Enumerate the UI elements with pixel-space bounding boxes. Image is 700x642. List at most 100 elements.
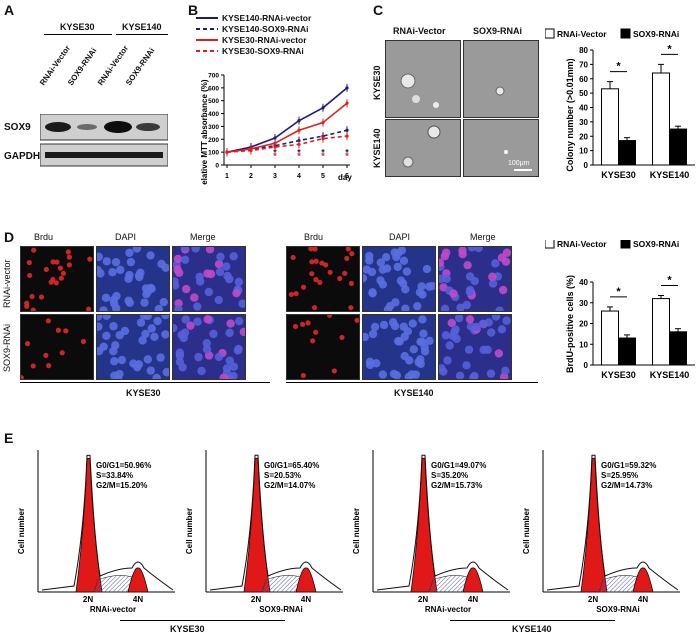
cell-nucleus xyxy=(436,274,446,284)
brdu-ylabel: BrdU-positive cells (%) xyxy=(565,275,575,373)
panel-d-col-brdu-2: Brdu xyxy=(304,232,324,242)
cell-nucleus xyxy=(502,248,512,257)
mtt-sig-star: * xyxy=(321,151,325,161)
cell-nucleus xyxy=(225,356,234,365)
mtt-sig-star: * xyxy=(345,151,349,161)
cell-nucleus xyxy=(202,345,212,354)
histogram-stat: G2/M=15.73% xyxy=(431,481,482,490)
mtt-data-point xyxy=(273,136,277,140)
cell-nucleus xyxy=(111,341,120,350)
cell-nucleus xyxy=(94,346,104,356)
mtt-sig-star: * xyxy=(345,148,349,158)
cell-nucleus xyxy=(143,287,153,296)
mtt-x-tick-label: 6 xyxy=(345,173,349,180)
cell-nucleus xyxy=(348,305,354,311)
cell-nucleus xyxy=(300,372,306,379)
cell-nucleus xyxy=(170,281,180,290)
histogram-ylabel: Cell number xyxy=(522,508,531,554)
panel-d-col-brdu-1: Brdu xyxy=(34,232,54,242)
histogram-condition-label: RNAi-vector xyxy=(425,605,471,614)
cell-nucleus xyxy=(454,313,464,323)
histogram-stat: G2/M=14.73% xyxy=(601,481,652,490)
cell-nucleus xyxy=(30,363,36,369)
mtt-x-tick-label: 1 xyxy=(225,173,229,180)
cell-nucleus xyxy=(455,371,465,381)
cell-nucleus xyxy=(55,327,62,333)
panel-letter-a: A xyxy=(4,2,15,18)
mtt-series-line xyxy=(226,129,348,153)
mtt-series-line xyxy=(226,87,348,153)
cell-nucleus xyxy=(337,275,343,282)
cell-nucleus xyxy=(214,259,224,269)
brdu-bar-chart: RNAi-Vector SOX9-RNAi 0 10 20 30 40 KYSE30 KYSE… xyxy=(545,240,695,380)
cell-nucleus xyxy=(502,316,511,325)
cell-nucleus xyxy=(447,318,456,328)
bar-y-tick-label: 0 xyxy=(584,161,589,170)
cell-nucleus xyxy=(233,346,243,355)
mtt-sig-star: * xyxy=(297,148,301,158)
colony-image-kyse30-sox9 xyxy=(463,40,539,118)
panel-d-group-kyse140: KYSE140 xyxy=(394,388,434,398)
cell-nucleus xyxy=(153,316,162,326)
cell-nucleus xyxy=(402,267,412,276)
cell-nucleus xyxy=(394,248,403,258)
panel-d-col-merge-1: Merge xyxy=(190,232,216,242)
mtt-ylabel: Relative MTT absorbance (%) xyxy=(200,79,209,185)
cell-nucleus xyxy=(202,339,211,348)
brdu-micrograph xyxy=(93,244,170,315)
histogram-stat: G0/G1=49.07% xyxy=(431,461,486,470)
cell-nucleus xyxy=(413,301,422,311)
bar-0-0 xyxy=(601,310,619,366)
cell-nucleus xyxy=(173,254,183,264)
panel-e-group-line-2 xyxy=(450,620,615,621)
bar-y-tick-label: 0 xyxy=(584,361,589,370)
histogram-condition-label: SOX9-RNAi xyxy=(259,605,303,614)
mtt-x-tick-label: 4 xyxy=(297,173,301,180)
bar-category-label: KYSE30 xyxy=(601,370,636,380)
cell-nucleus xyxy=(125,248,134,257)
cell-nucleus xyxy=(393,337,403,346)
cell-nucleus xyxy=(132,244,142,253)
cell-nucleus xyxy=(116,265,125,275)
cell-nucleus xyxy=(229,252,238,261)
mtt-sig-star: * xyxy=(297,151,301,161)
cell-nucleus xyxy=(358,273,368,283)
bar-sig-star: * xyxy=(667,274,672,286)
cell-nucleus xyxy=(305,320,311,326)
cell-nucleus xyxy=(326,312,333,318)
histogram-envelope xyxy=(209,454,342,591)
colony-image-kyse30-rnai xyxy=(385,40,461,118)
panel-d-scalebar xyxy=(515,371,533,373)
bar-y-tick-label: 40 xyxy=(579,104,588,113)
cell-nucleus xyxy=(174,299,183,308)
cell-nucleus xyxy=(487,328,496,337)
cell-nucleus xyxy=(46,363,52,369)
histogram-4n-label: 4N xyxy=(133,595,143,604)
cell-nucleus xyxy=(140,298,149,307)
mtt-y-tick-label: 400 xyxy=(208,111,219,118)
bar-y-tick-label: 40 xyxy=(579,278,588,287)
panel-d-col-dapi-2: DAPI xyxy=(389,232,411,242)
cell-nucleus xyxy=(193,317,202,326)
cell-nucleus xyxy=(115,369,124,379)
cell-nucleus xyxy=(451,325,460,334)
cell-nucleus xyxy=(390,321,400,331)
cell-nucleus xyxy=(418,290,427,299)
cell-nucleus xyxy=(323,262,329,268)
cell-nucleus xyxy=(225,274,234,284)
cell-nucleus xyxy=(445,341,454,350)
cell-nucleus xyxy=(313,329,319,335)
cell-nucleus xyxy=(229,371,238,381)
cell-nucleus xyxy=(146,251,155,260)
panel-d-scalebar-label: 25μm xyxy=(514,362,532,369)
cell-nucleus xyxy=(66,254,72,260)
cell-nucleus xyxy=(414,357,423,367)
colony-image-kyse140-sox9: 100μm xyxy=(463,119,539,177)
mtt-axes: 0 100 200 300 400 500 600 700 1 2 3 4 5 6 xyxy=(208,73,350,180)
cell-nucleus xyxy=(234,277,244,287)
brdu-micrograph xyxy=(169,314,249,383)
mtt-data-point xyxy=(249,149,253,153)
cell-nucleus xyxy=(313,258,319,264)
cell-nucleus xyxy=(491,259,500,268)
cell-nucleus xyxy=(382,264,392,273)
